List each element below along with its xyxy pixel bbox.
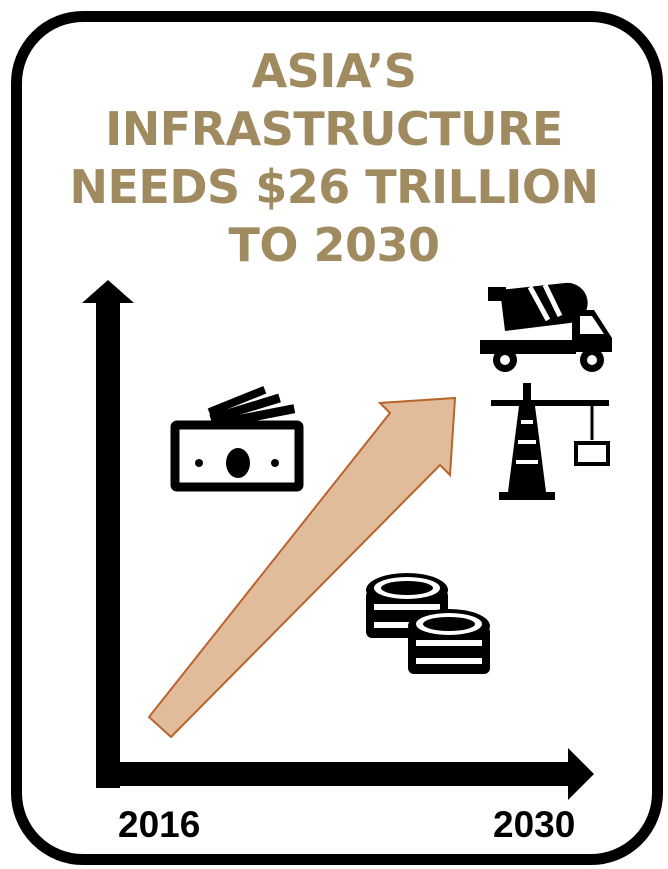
vertical-axis xyxy=(82,280,134,788)
trend-arrow xyxy=(147,396,457,739)
horizontal-axis xyxy=(96,748,594,800)
coins-stack-icon xyxy=(366,573,490,674)
construction-crane-icon xyxy=(491,383,610,500)
banknotes-icon xyxy=(170,386,304,492)
headline-line-1: ASIA’S xyxy=(251,44,417,98)
axis-end-label: 2030 xyxy=(493,804,576,845)
headline-line-3: NEEDS $26 TRILLION xyxy=(69,160,599,214)
axis-start-label: 2016 xyxy=(118,804,201,845)
headline-line-2: INFRASTRUCTURE xyxy=(105,102,563,156)
headline: ASIA’S INFRASTRUCTURE NEEDS $26 TRILLION… xyxy=(0,42,668,274)
cement-mixer-truck-icon xyxy=(480,282,612,372)
headline-line-4: TO 2030 xyxy=(228,218,440,272)
